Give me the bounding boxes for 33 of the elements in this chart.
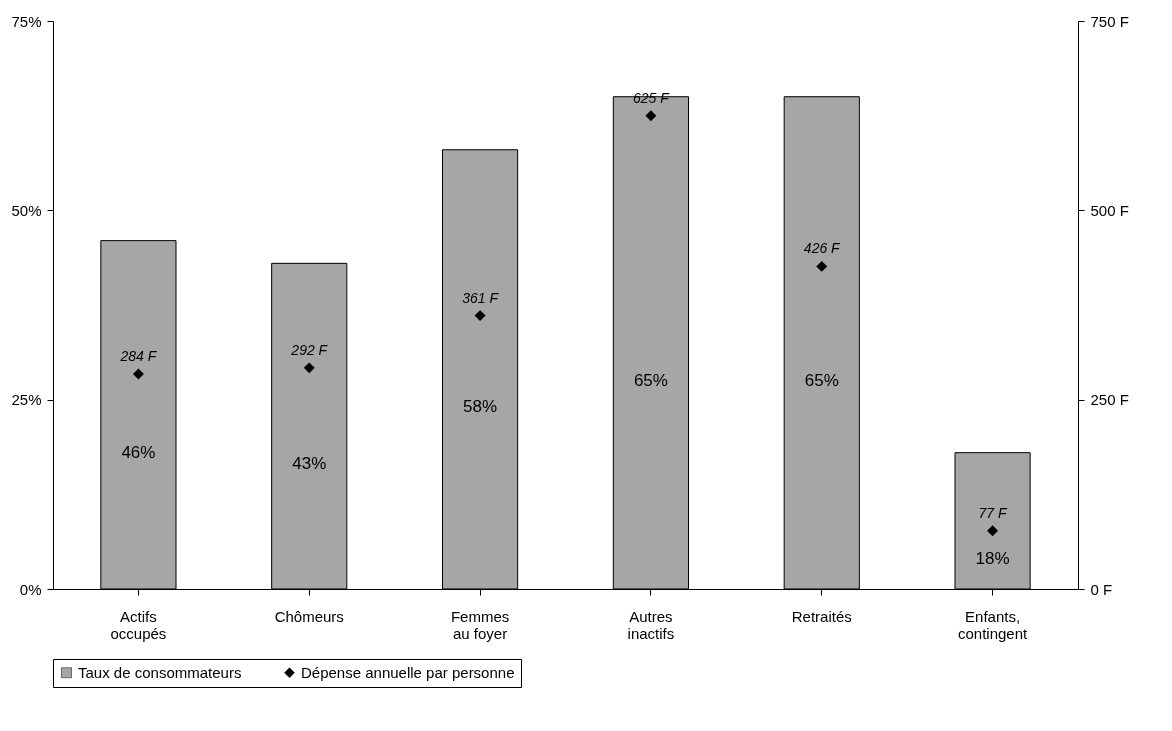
data-label: 18% — [975, 548, 1010, 568]
point — [645, 110, 657, 122]
y2-tick-label: 0 F — [1090, 580, 1113, 598]
y2-tick-label: 750 F — [1090, 12, 1129, 30]
x-tick-label: Actifs occupés — [110, 607, 167, 642]
x-tick-label: Autres inactifs — [627, 607, 675, 642]
data-label: 284 F — [119, 347, 158, 364]
x-tick-label: Chômeurs — [274, 607, 344, 625]
data-label: 58% — [463, 397, 498, 417]
y2-tick-label: 500 F — [1090, 201, 1129, 219]
y2-tick-label: 250 F — [1090, 391, 1129, 409]
x-tick-label: Retraités — [791, 607, 852, 625]
point — [816, 260, 828, 272]
data-label: 46% — [121, 442, 156, 462]
x-tick-label: Femmes au foyer — [450, 607, 510, 642]
data-label: 65% — [633, 370, 668, 390]
y-tick-label: 50% — [11, 201, 42, 219]
x-tick-label: Enfants, contingent — [957, 607, 1029, 642]
y-tick-label: 0% — [19, 580, 42, 598]
data-label: 361 F — [462, 289, 500, 306]
data-label: 43% — [292, 454, 327, 474]
legend-label: Taux de consommateurs — [78, 663, 242, 681]
data-label: 65% — [804, 370, 839, 390]
data-label: 77 F — [978, 504, 1009, 521]
point — [987, 525, 999, 537]
y-tick-label: 75% — [11, 12, 42, 30]
point — [474, 310, 486, 322]
y-tick-label: 25% — [11, 391, 42, 409]
point — [303, 362, 315, 374]
data-label: 426 F — [803, 240, 842, 257]
point — [132, 368, 144, 380]
data-label: 292 F — [290, 341, 329, 358]
legend-label: Dépense annuelle par personne — [301, 663, 515, 681]
